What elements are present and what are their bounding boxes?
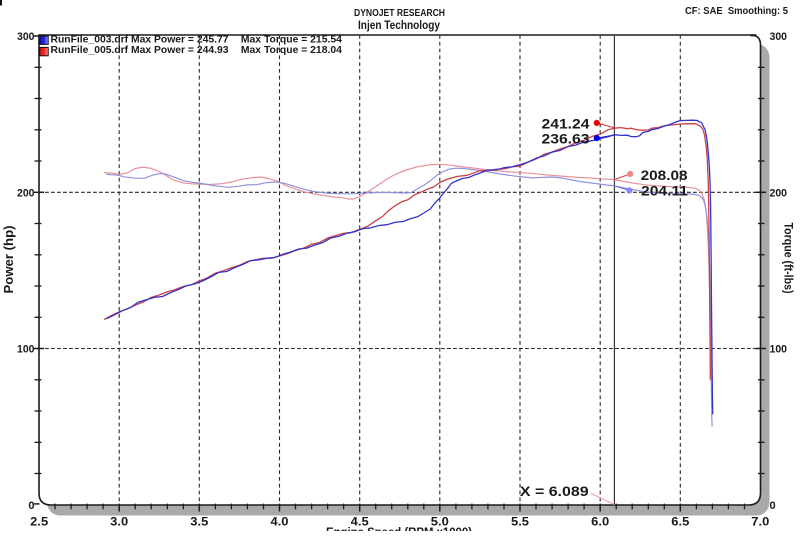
svg-text:4.5: 4.5 [351, 514, 369, 528]
svg-text:5.5: 5.5 [511, 514, 529, 528]
svg-text:CF: SAE Smoothing: 5: CF: SAE Smoothing: 5 [685, 5, 788, 17]
svg-text:3.5: 3.5 [190, 514, 208, 528]
svg-text:X = 6.089: X = 6.089 [520, 483, 589, 499]
svg-text:2.5: 2.5 [30, 514, 48, 528]
svg-text:300: 300 [17, 31, 35, 43]
svg-text:Injen Technology: Injen Technology [358, 20, 441, 32]
svg-text:241.24: 241.24 [542, 117, 591, 132]
svg-text:Power (hp): Power (hp) [2, 226, 16, 294]
svg-text:200: 200 [17, 187, 35, 199]
svg-text:200: 200 [770, 187, 788, 199]
svg-text:RunFile_005.drf Max Power = 24: RunFile_005.drf Max Power = 244.93 [51, 45, 229, 56]
svg-text:300: 300 [770, 31, 788, 43]
svg-text:RunFile_003.drf Max Power = 24: RunFile_003.drf Max Power = 245.77 [51, 34, 229, 45]
svg-text:Max Torque = 218.04: Max Torque = 218.04 [241, 45, 342, 56]
svg-text:100: 100 [17, 344, 35, 356]
svg-text:4.0: 4.0 [271, 514, 289, 528]
svg-text:0: 0 [28, 500, 34, 512]
svg-text:0: 0 [770, 500, 776, 512]
svg-text:6.0: 6.0 [591, 514, 609, 528]
svg-text:DYNOJET RESEARCH: DYNOJET RESEARCH [354, 7, 445, 19]
svg-text:7.0: 7.0 [751, 514, 769, 528]
svg-text:5.0: 5.0 [431, 514, 449, 528]
svg-text:Max Torque = 215.54: Max Torque = 215.54 [241, 34, 342, 45]
svg-text:6.5: 6.5 [671, 514, 689, 528]
svg-text:236.63: 236.63 [542, 131, 591, 146]
svg-text:Engine Speed (RPM x1000): Engine Speed (RPM x1000) [326, 525, 472, 531]
svg-text:204.11: 204.11 [641, 184, 689, 199]
svg-text:3.0: 3.0 [110, 514, 128, 528]
svg-text:100: 100 [770, 344, 788, 356]
svg-text:Torque (ft-lbs): Torque (ft-lbs) [782, 223, 796, 294]
svg-text:208.08: 208.08 [641, 168, 689, 183]
